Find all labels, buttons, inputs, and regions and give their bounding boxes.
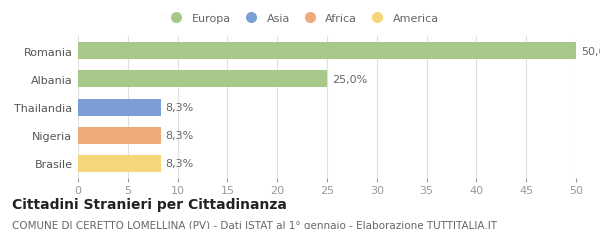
Bar	[78, 127, 161, 144]
Bar	[78, 43, 576, 60]
Text: 25,0%: 25,0%	[332, 75, 367, 85]
Bar	[78, 99, 161, 116]
Text: Cittadini Stranieri per Cittadinanza: Cittadini Stranieri per Cittadinanza	[12, 197, 287, 211]
Bar	[78, 155, 161, 172]
Text: 8,3%: 8,3%	[166, 159, 194, 169]
Legend: Europa, Asia, Africa, America: Europa, Asia, Africa, America	[161, 9, 443, 28]
Text: 50,0%: 50,0%	[581, 46, 600, 57]
Text: COMUNE DI CERETTO LOMELLINA (PV) - Dati ISTAT al 1° gennaio - Elaborazione TUTTI: COMUNE DI CERETTO LOMELLINA (PV) - Dati …	[12, 220, 497, 229]
Text: 8,3%: 8,3%	[166, 131, 194, 141]
Text: 8,3%: 8,3%	[166, 103, 194, 113]
Bar	[78, 71, 327, 88]
